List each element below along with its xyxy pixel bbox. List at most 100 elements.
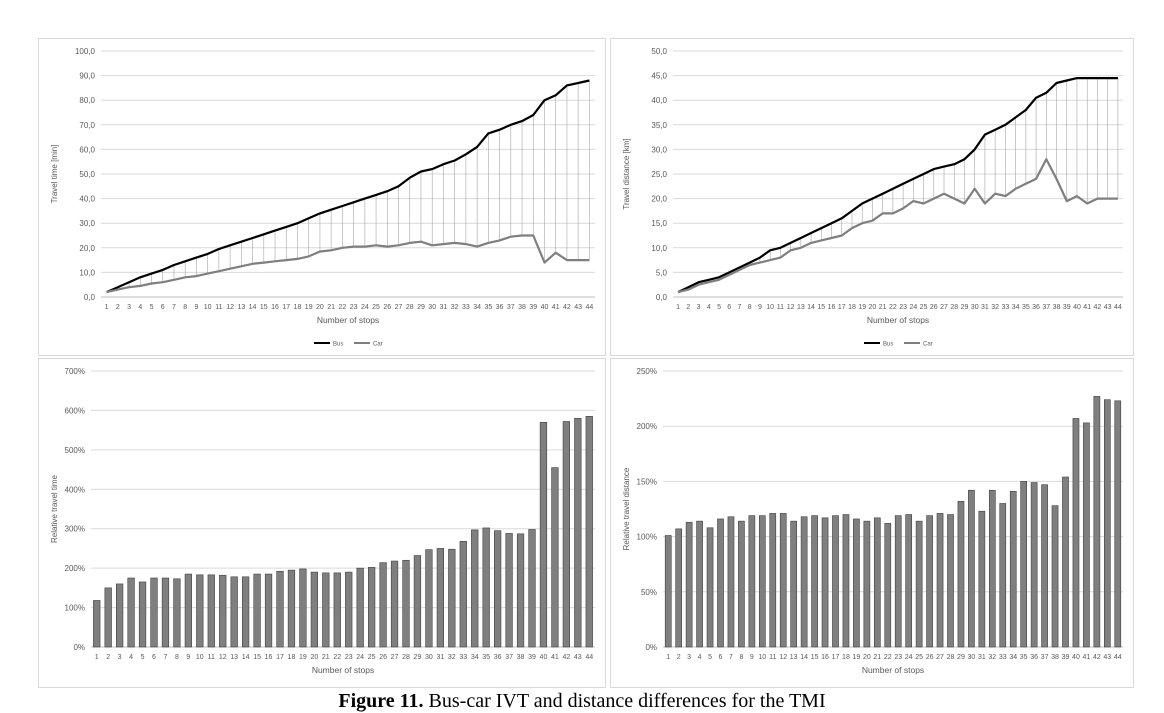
bar [93, 600, 101, 648]
x-tick-label: 44 [1114, 304, 1122, 311]
y-tick-label: 35,0 [651, 121, 667, 130]
x-tick-label: 44 [1114, 654, 1122, 661]
x-tick-label: 39 [528, 654, 536, 661]
x-tick-label: 26 [930, 304, 938, 311]
x-tick-label: 12 [779, 654, 787, 661]
x-tick-label: 2 [677, 654, 681, 661]
x-tick-label: 43 [574, 304, 582, 311]
bar [915, 520, 923, 648]
x-tick-label: 4 [129, 654, 133, 661]
bar [104, 587, 112, 648]
bar [873, 517, 881, 648]
bar [1051, 505, 1059, 648]
x-tick-label: 31 [440, 304, 448, 311]
x-tick-label: 39 [1063, 304, 1071, 311]
y-tick-label: 40,0 [79, 195, 95, 204]
bar [675, 528, 683, 648]
y-tick-label: 300% [65, 525, 85, 534]
x-tick-label: 28 [406, 304, 414, 311]
x-tick-label: 29 [414, 654, 422, 661]
x-tick-label: 23 [894, 654, 902, 661]
y-tick-label: 500% [65, 446, 85, 455]
x-tick-label: 21 [873, 654, 881, 661]
x-tick-label: 11 [215, 304, 222, 311]
x-axis-title: Number of stops [862, 665, 924, 675]
bar [727, 516, 735, 648]
chart-relative-travel-distance: 0% 50% 100% 150% 200% 250% 1 2 3 4 5 6 7 8 9 10 11 12 13 14… [610, 358, 1134, 688]
x-tick-label: 14 [800, 654, 808, 661]
y-tick-label: 25,0 [651, 170, 667, 179]
bar [539, 421, 548, 648]
bar [253, 573, 261, 648]
x-tick-label: 6 [161, 304, 165, 311]
bar [1114, 400, 1122, 648]
bar [287, 569, 296, 648]
bar [276, 570, 284, 648]
x-tick-label: 20 [310, 654, 318, 661]
bar [173, 578, 181, 648]
y-axis-title: Relative travel time [50, 474, 59, 543]
x-tick-label: 36 [1032, 304, 1040, 311]
x-tick-label: 7 [164, 654, 168, 661]
x-tick-label: 27 [395, 304, 403, 311]
x-tick-label: 7 [729, 654, 733, 661]
x-tick-label: 22 [338, 304, 346, 311]
bar [413, 555, 422, 648]
y-tick-label: 0% [73, 643, 85, 652]
bar [264, 573, 273, 648]
x-tick-label: 34 [471, 654, 479, 661]
x-tick-label: 10 [766, 304, 774, 311]
bar [1103, 399, 1111, 648]
x-tick-label: 6 [727, 304, 731, 311]
series-line-bus [677, 76, 1118, 294]
x-tick-label: 37 [507, 304, 515, 311]
x-tick-label: 10 [758, 654, 766, 661]
x-tick-label: 40 [1073, 304, 1081, 311]
x-tick-label: 22 [333, 654, 341, 661]
bar [748, 515, 756, 648]
chart-svg: 0,0 10,0 20,0 30,0 40,0 50,0 60,0 70,0 80,0 90,0 1… [50, 47, 595, 348]
bar [230, 576, 238, 648]
bar [219, 574, 227, 648]
x-tick-label: 43 [1104, 304, 1112, 311]
x-tick-label: 40 [540, 654, 548, 661]
bar [150, 577, 158, 648]
x-tick-label: 26 [379, 654, 387, 661]
x-tick-label: 13 [790, 654, 798, 661]
x-axis-title: Number of stops [317, 315, 379, 325]
x-tick-label: 9 [194, 304, 198, 311]
x-tick-label: 1 [105, 304, 109, 311]
x-tick-label: 34 [473, 304, 481, 311]
bar [390, 560, 399, 648]
x-tick-label: 15 [811, 654, 819, 661]
x-tick-label: 12 [219, 654, 227, 661]
bar [832, 515, 839, 648]
x-tick-label: 10 [204, 304, 212, 311]
x-tick-label: 4 [138, 304, 142, 311]
y-tick-label: 5,0 [656, 268, 668, 277]
bar [706, 527, 714, 648]
x-tick-label: 32 [988, 654, 996, 661]
x-tick-label: 20 [316, 304, 324, 311]
chart-svg: 0%50%100%150%200%250%1 2 3 4 5 6 7 8 9 10 11 12 13 14… [622, 367, 1123, 675]
bar [905, 514, 913, 648]
x-tick-label: 28 [402, 654, 410, 661]
x-tick-label: 33 [999, 654, 1007, 661]
bar [528, 529, 536, 648]
chart-svg: 0,0 5,0 10,0 15,0 20,0 25,0 30,0 35,0 40,0 45,0 50… [622, 47, 1123, 348]
x-tick-label: 24 [909, 304, 917, 311]
x-tick-label: 14 [242, 654, 250, 661]
x-tick-label: 3 [127, 304, 131, 311]
x-tick-label: 40 [541, 304, 549, 311]
y-tick-label: 150% [637, 477, 657, 486]
y-tick-label: 250% [637, 367, 657, 376]
x-tick-label: 32 [451, 304, 459, 311]
y-axis-title: Travel time [min] [50, 145, 59, 204]
bar [333, 572, 341, 648]
bar [717, 518, 724, 648]
chart-travel-distance: 0,0 5,0 10,0 15,0 20,0 25,0 30,0 35,0 40,0 45,0 50… [610, 38, 1134, 356]
caption-text: Bus-car IVT and distance differences for… [428, 690, 826, 712]
bar [1009, 491, 1017, 648]
x-tick-label: 28 [950, 304, 958, 311]
x-tick-label: 31 [981, 304, 989, 311]
